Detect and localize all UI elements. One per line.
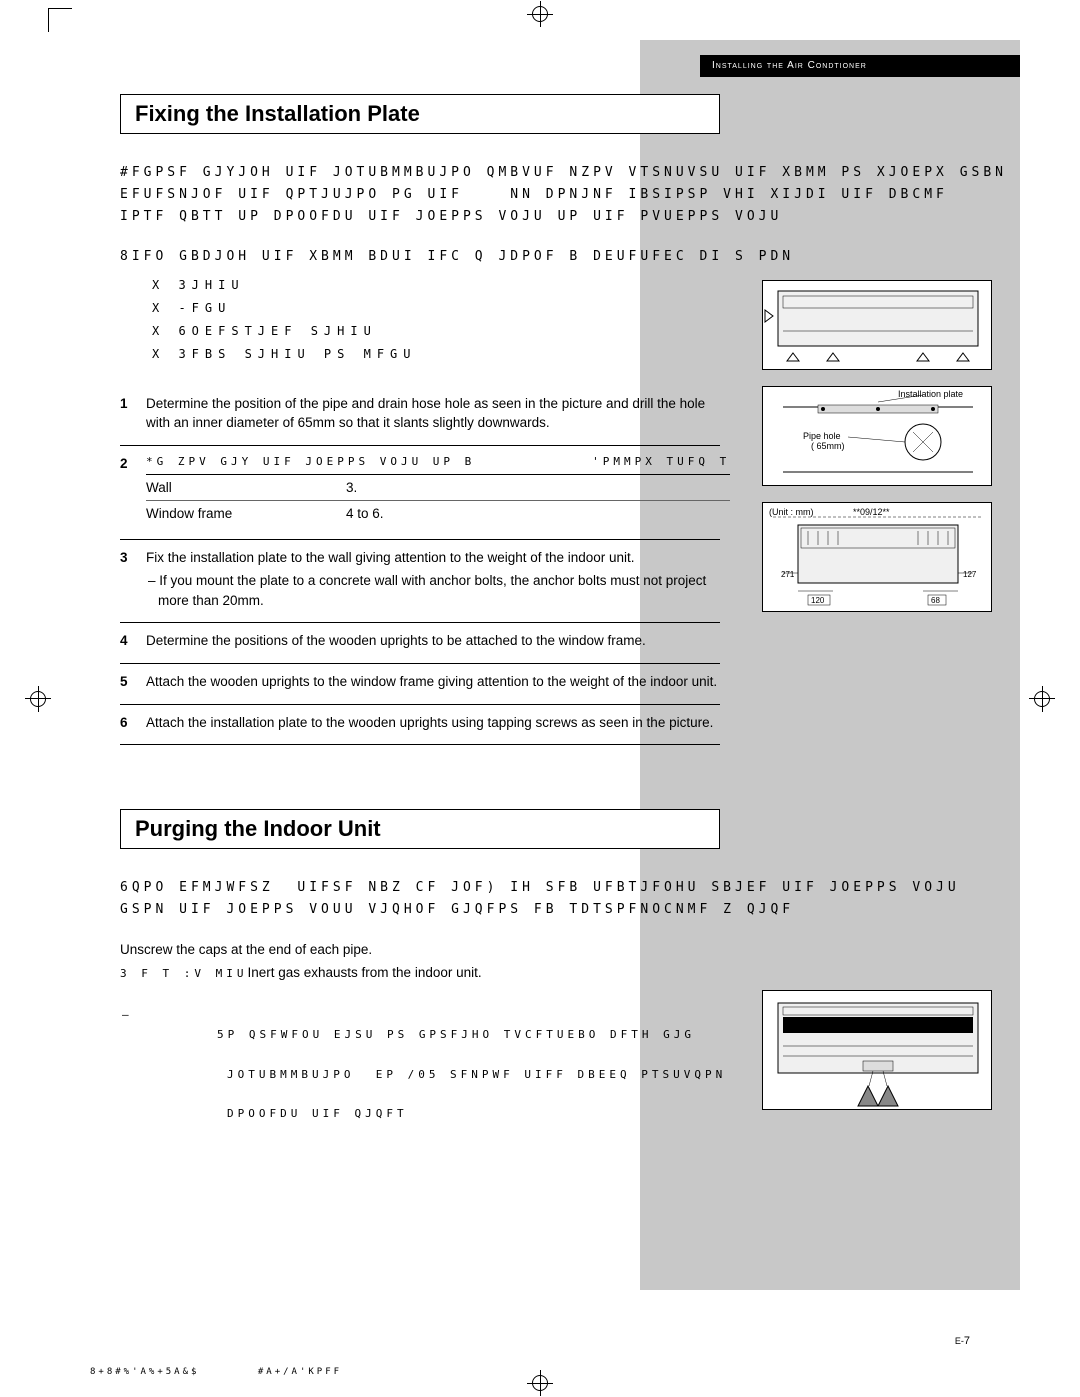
diagram-stack: Installation plate Pipe hole ( 65mm) (Un…	[762, 280, 992, 628]
diagram-purge	[762, 990, 992, 1110]
step-number: 1	[120, 394, 146, 433]
step-main: Fix the installation plate to the wall g…	[146, 550, 635, 565]
intro-line: IPTF QBTT UP DPOOFDU UIF JOEPPS VOJU UP …	[120, 209, 782, 224]
footer-code-1: 8+8#%'A%+5A&$	[90, 1367, 199, 1377]
step-number: 5	[120, 672, 146, 692]
purge-body: Unscrew the caps at the end of each pipe…	[120, 939, 720, 1143]
diagram-install-plate: Installation plate Pipe hole ( 65mm)	[762, 386, 992, 486]
svg-text:127: 127	[963, 570, 977, 579]
note-line: DPOOFDU UIF QJQFT	[227, 1107, 408, 1120]
step-text: *G ZPV GJY UIF JOEPPS VOJU UP B 'PMMPX T…	[146, 454, 730, 527]
table-cell: 4 to 6.	[346, 504, 384, 524]
step-row: 1 Determine the position of the pipe and…	[120, 386, 720, 446]
step-text: Determine the position of the pipe and d…	[146, 394, 720, 433]
step-row: 3 Fix the installation plate to the wall…	[120, 540, 720, 624]
table-cell: Wall	[146, 478, 346, 498]
steps-list: 1 Determine the position of the pipe and…	[120, 386, 720, 746]
step-number: 2	[120, 454, 146, 527]
intro-line: GSPN UIF JOEPPS VOUU VJQHOF GJQFPS FB TD…	[120, 902, 794, 917]
step-row: 2 *G ZPV GJY UIF JOEPPS VOJU UP B 'PMMPX…	[120, 446, 720, 540]
purge-step: 3 F T :V MIUInert gas exhausts from the …	[120, 962, 720, 985]
svg-text:271: 271	[781, 570, 795, 579]
footer-codes: 8+8#%'A%+5A&$ #A+/A'KPFF	[90, 1367, 392, 1377]
step-number: 3	[120, 548, 146, 611]
section-title-purging: Purging the Indoor Unit	[120, 809, 720, 849]
svg-text:68: 68	[931, 596, 940, 605]
step-number: 6	[120, 713, 146, 733]
header-black-bar: Installing the Air Condtioner	[700, 55, 1020, 77]
table-cell: 3.	[346, 478, 357, 498]
step-text: Attach the installation plate to the woo…	[146, 713, 720, 733]
page-prefix: E-	[955, 1336, 964, 1346]
facing-line: 8IFO GBDJOH UIF XBMM BDUI IFC Q JDPOF B …	[120, 246, 1020, 268]
step-text: Attach the wooden uprights to the window…	[146, 672, 720, 692]
svg-text:Installation plate: Installation plate	[898, 389, 963, 399]
table-row: Wall 3.	[146, 475, 730, 502]
purge-note: 5P QSFWFOU EJSU PS GPSFJHO TVCFTUEBO DFT…	[132, 1005, 720, 1144]
step2-header: *G ZPV GJY UIF JOEPPS VOJU UP B 'PMMPX T…	[146, 454, 730, 475]
result-prefix: 3 F T :V MIU	[120, 967, 247, 980]
page-number: E-7	[955, 1335, 970, 1347]
step-number: 4	[120, 631, 146, 651]
step-row: 5 Attach the wooden uprights to the wind…	[120, 664, 720, 705]
intro-line: #FGPSF GJYJOH UIF JOTUBMMBUJPO QMBVUF NZ…	[120, 165, 1007, 180]
diagram-dimensions: (Unit : mm) **09/12** 271 127 120	[762, 502, 992, 612]
step-row: 6 Attach the installation plate to the w…	[120, 705, 720, 746]
svg-text:( 65mm): ( 65mm)	[811, 441, 845, 451]
svg-text:Pipe hole: Pipe hole	[803, 431, 841, 441]
intro-line: EFUFSNJOF UIF QPTJUJPO PG UIF NN DPNJNF …	[120, 187, 948, 202]
purge-intro: 6QPO EFMJWFSZ UIFSF NBZ CF JOF) IH SFB U…	[120, 877, 1020, 921]
intro-line: 6QPO EFMJWFSZ UIFSF NBZ CF JOF) IH SFB U…	[120, 880, 960, 895]
step-subnote: If you mount the plate to a concrete wal…	[158, 571, 720, 610]
step-row: 4 Determine the positions of the wooden …	[120, 623, 720, 664]
purge-step: Unscrew the caps at the end of each pipe…	[120, 939, 720, 962]
table-cell: Window frame	[146, 504, 346, 524]
footer-code-2: #A+/A'KPFF	[258, 1367, 342, 1377]
step-text: Fix the installation plate to the wall g…	[146, 548, 720, 611]
result-text: Inert gas exhausts from the indoor unit.	[247, 965, 481, 980]
table-row: Window frame 4 to 6.	[146, 501, 730, 527]
diagram-unit-arrows	[762, 280, 992, 370]
intro-paragraph: #FGPSF GJYJOH UIF JOTUBMMBUJPO QMBVUF NZ…	[120, 162, 1020, 228]
svg-text:120: 120	[811, 596, 825, 605]
page: Installing the Air Condtioner Fixing the…	[0, 0, 1080, 1397]
step-text: Determine the positions of the wooden up…	[146, 631, 720, 651]
section-title-fixing: Fixing the Installation Plate	[120, 94, 720, 134]
page-digit: 7	[964, 1335, 970, 1347]
